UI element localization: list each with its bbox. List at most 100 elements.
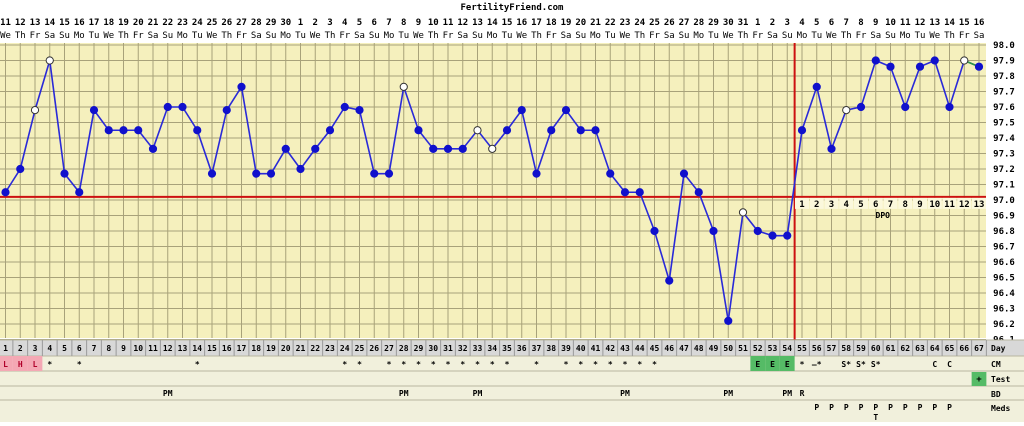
header-date: 9 [873, 18, 878, 28]
header-weekday: Su [266, 31, 277, 41]
day-number: 58 [841, 344, 851, 353]
meds-value: P [829, 403, 834, 412]
day-number: 39 [561, 344, 571, 353]
temperature-point [16, 164, 25, 174]
temperature-point [296, 164, 305, 174]
header-date: 18 [546, 18, 557, 28]
header-date: 5 [814, 18, 819, 28]
day-number: 34 [487, 344, 497, 353]
temperature-point [119, 126, 128, 135]
header-weekday: Tu [89, 31, 100, 41]
day-number: 19 [266, 344, 276, 353]
meds-value: P [947, 403, 952, 412]
day-number: 38 [546, 344, 556, 353]
row-label-day: Day [991, 344, 1006, 353]
header-date: 5 [357, 18, 362, 28]
cm-value: * [637, 360, 642, 369]
temperature-point [502, 126, 512, 135]
temperature-point [753, 226, 762, 236]
temperature-point [665, 276, 674, 285]
temperature-point [429, 144, 438, 153]
dpo-label: 13 [974, 200, 985, 210]
temperature-point [842, 106, 851, 115]
meds-value: P [932, 403, 937, 412]
bd-value: PM [473, 389, 483, 398]
temperature-point [797, 126, 807, 135]
header-weekday: Fr [133, 31, 144, 41]
header-date: 21 [590, 18, 601, 28]
header-date: 13 [30, 18, 41, 28]
header-date: 19 [118, 18, 129, 28]
header-date: 11 [900, 18, 911, 28]
header-date: 15 [59, 18, 70, 28]
day-number: 17 [237, 344, 247, 353]
cm-value: S* [841, 360, 851, 369]
day-number: 27 [384, 344, 394, 353]
y-tick-label: 97.4 [993, 134, 1015, 144]
period-flow: H [18, 360, 23, 369]
header-weekday: Sa [664, 31, 675, 41]
temperature-point [325, 126, 335, 135]
header-weekday: We [516, 31, 527, 41]
header-weekday: Th [841, 31, 852, 41]
temperature-point [591, 126, 600, 135]
header-weekday: Sa [457, 31, 468, 41]
header-date: 15 [502, 18, 513, 28]
dpo-bg [854, 197, 868, 209]
cm-egg-cell [779, 356, 795, 371]
temperature-point [281, 144, 290, 153]
bd-value: PM [163, 389, 173, 398]
y-tick-label: 97.1 [993, 181, 1015, 191]
day-number: 13 [178, 344, 188, 353]
header-weekday: Sa [44, 31, 55, 41]
header-weekday: Su [59, 31, 70, 41]
temperature-point [517, 106, 526, 115]
row-label-bd: BD [991, 390, 1001, 399]
dpo-bg [942, 197, 957, 209]
test-value: + [976, 375, 982, 385]
day-number: 48 [694, 344, 704, 353]
header-date: 12 [457, 18, 468, 28]
temperature-point [738, 208, 748, 217]
temperature-point [473, 126, 482, 135]
header-date: 23 [177, 18, 188, 28]
header-date: 13 [472, 18, 483, 28]
plot-area [0, 43, 986, 338]
day-number: 4 [47, 344, 52, 353]
y-tick-label: 97.5 [993, 119, 1015, 129]
meds-value: P [814, 403, 819, 412]
day-number: 60 [871, 344, 881, 353]
header-weekday: Mo [74, 31, 85, 41]
y-tick-label: 97.8 [993, 72, 1015, 82]
temperature-point [148, 144, 158, 153]
meds-value-2: T [873, 413, 878, 422]
header-date: 26 [664, 18, 675, 28]
header-weekday: Fr [546, 31, 557, 41]
day-number: 43 [620, 344, 630, 353]
temperature-point [355, 106, 364, 115]
period-cell [27, 356, 43, 371]
day-number: 53 [768, 344, 778, 353]
header-weekday: Mo [693, 31, 704, 41]
dpo-label: 5 [858, 200, 863, 210]
temperature-point [871, 56, 880, 65]
day-number: 41 [591, 344, 601, 353]
cm-value: S* [871, 360, 881, 369]
cm-value: * [608, 360, 613, 369]
cm-value: * [401, 360, 406, 369]
header-date: 7 [386, 18, 391, 28]
cm-egg-cell [750, 356, 766, 371]
header-date: 28 [251, 18, 262, 28]
dpo-bg [927, 197, 942, 209]
header-weekday: Th [944, 31, 955, 41]
cm-value: * [387, 360, 392, 369]
header-date: 12 [15, 18, 26, 28]
temperature-point [724, 316, 733, 325]
temperature-point [193, 126, 202, 135]
day-number: 32 [458, 344, 468, 353]
header-weekday: Mo [280, 31, 291, 41]
header-date: 25 [207, 18, 218, 28]
temperature-point [134, 126, 143, 135]
dpo-bg [883, 197, 898, 209]
y-tick-label: 98.0 [993, 41, 1015, 51]
